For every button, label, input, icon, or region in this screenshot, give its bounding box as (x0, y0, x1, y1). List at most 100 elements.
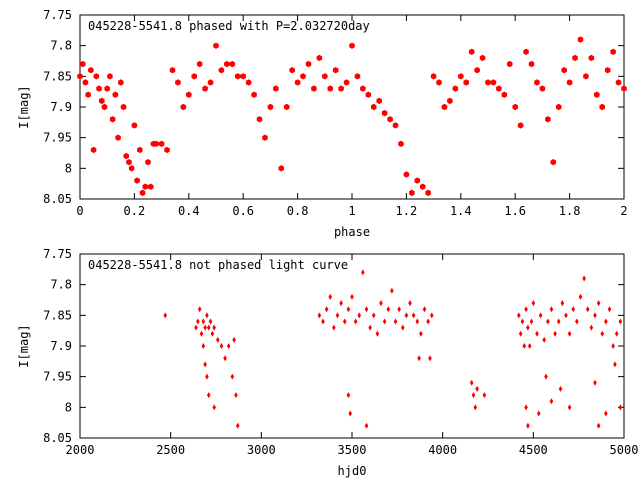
data-point (158, 140, 165, 147)
x-tick-label: 3500 (338, 443, 367, 457)
data-point (137, 146, 143, 154)
data-point (524, 404, 528, 411)
data-point (180, 103, 187, 111)
data-point (463, 79, 470, 86)
x-axis-title: hjd0 (338, 464, 367, 478)
data-point (398, 140, 404, 147)
data-point (436, 79, 442, 86)
data-point (517, 312, 521, 319)
data-point (522, 343, 527, 349)
data-point (535, 330, 539, 337)
data-point (621, 85, 627, 92)
data-point (613, 361, 617, 368)
x-tick-label: 1.8 (559, 204, 581, 218)
data-point (112, 91, 119, 98)
data-point (400, 324, 405, 331)
data-point (393, 318, 398, 325)
data-point (615, 79, 622, 86)
data-point (564, 312, 568, 319)
data-point (414, 177, 421, 184)
data-point (490, 79, 497, 86)
data-point (485, 79, 491, 86)
data-point (585, 306, 590, 313)
y-tick-label: 7.9 (50, 339, 72, 353)
data-point (201, 318, 206, 325)
data-point (593, 379, 597, 386)
data-point (216, 336, 220, 343)
data-point (578, 293, 583, 300)
data-point (471, 392, 476, 399)
data-point (365, 91, 372, 98)
data-point (409, 189, 415, 197)
data-point (588, 54, 595, 62)
x-tick-label: 2 (620, 204, 627, 218)
data-point (327, 85, 334, 92)
x-tick-label: 0.6 (232, 204, 254, 218)
data-point (425, 189, 431, 197)
data-point (197, 306, 202, 313)
data-point (332, 67, 339, 74)
data-point (339, 300, 343, 307)
unphased-light-curve-panel: 2000 2500 3000 3500 4000 4500 5000 7.75 7.8 7.85 7… (17, 247, 638, 478)
data-point (145, 159, 151, 166)
data-point (567, 330, 572, 337)
data-point (234, 73, 241, 80)
data-point (294, 79, 301, 86)
data-point (594, 91, 600, 98)
data-point (109, 116, 116, 123)
data-point (419, 330, 423, 337)
data-point (553, 330, 557, 337)
x-axis-title: phase (334, 225, 370, 239)
data-point (267, 103, 274, 111)
data-point (120, 103, 127, 111)
x-tick-label: 1.4 (450, 204, 472, 218)
data-point (526, 422, 530, 429)
data-point (397, 306, 401, 313)
data-point (429, 312, 434, 319)
data-point (549, 306, 554, 313)
data-point (219, 343, 224, 349)
data-point (186, 91, 192, 98)
data-point (199, 330, 204, 337)
data-point (582, 275, 586, 282)
data-point (386, 306, 391, 313)
data-point (335, 312, 340, 319)
data-point (392, 122, 399, 129)
data-point (147, 183, 154, 190)
data-point (213, 42, 219, 49)
data-point (531, 300, 536, 307)
data-point (447, 97, 453, 105)
data-point (550, 159, 557, 166)
data-point (338, 85, 344, 92)
plot-frame (79, 253, 625, 439)
data-point (599, 103, 606, 111)
y-axis-title: I[mag] (17, 324, 31, 367)
data-point (164, 146, 170, 154)
data-point (96, 85, 102, 92)
data-point (205, 312, 209, 319)
y-tick-label: 8.05 (43, 192, 72, 206)
data-point (79, 60, 86, 68)
data-point (207, 79, 214, 86)
data-point (501, 91, 508, 98)
x-tick-label: 3000 (247, 443, 276, 457)
data-point (496, 85, 502, 92)
data-point (104, 85, 110, 92)
data-point (90, 146, 97, 154)
data-point (163, 312, 168, 319)
data-point (262, 134, 268, 141)
data-point (371, 312, 376, 319)
data-point (506, 60, 513, 68)
data-point (422, 306, 427, 313)
data-point (403, 171, 410, 178)
data-point (571, 306, 576, 313)
phased-light-curve-panel: 0 0.2 0.4 0.6 0.8 1 1.2 1.4 1.6 1.8 2 7.75 7.8 7.85 7.… (17, 8, 628, 239)
data-point (596, 300, 601, 307)
data-point (88, 67, 94, 74)
data-point (607, 306, 612, 313)
data-point (589, 324, 594, 331)
data-point (77, 73, 83, 80)
data-point (342, 318, 347, 325)
y-tick-label: 7.8 (50, 39, 72, 53)
data-point (556, 318, 561, 325)
